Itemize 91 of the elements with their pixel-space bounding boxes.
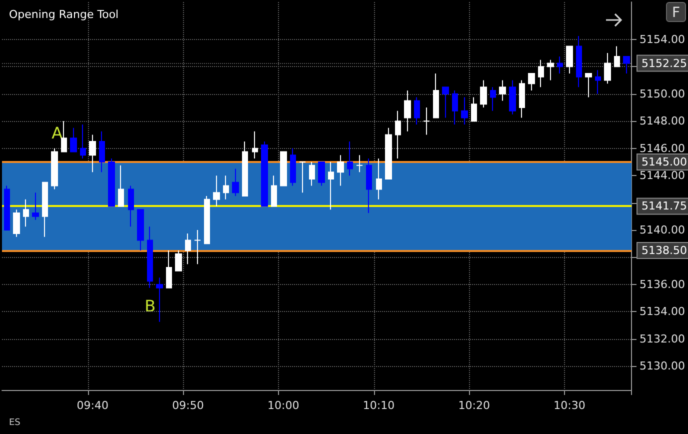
candlestick (604, 52, 611, 84)
candlestick (261, 141, 268, 207)
candlestick (509, 80, 516, 115)
candlestick (70, 127, 77, 152)
candlestick (623, 56, 630, 74)
candlestick (490, 86, 496, 112)
candlestick (280, 151, 287, 186)
candlestick (356, 154, 363, 173)
candlestick (23, 198, 29, 228)
candlestick (614, 46, 620, 68)
candlestick (385, 127, 392, 180)
annotation: B (144, 296, 156, 316)
candlestick (519, 80, 525, 118)
candlestick (242, 141, 248, 196)
candlestick (204, 196, 210, 244)
candlestick (32, 192, 39, 220)
candlestick (347, 141, 353, 176)
candlestick (538, 59, 544, 88)
text: ES (9, 418, 21, 428)
candlestick (128, 185, 134, 228)
candlestick (480, 80, 487, 108)
ref-line-label: 5152.25 (642, 56, 688, 70)
candlestick (414, 96, 420, 126)
y-tick-label: 5136.00 (640, 278, 686, 291)
candlestick (223, 175, 229, 200)
candlestick (309, 161, 315, 186)
candlestick (252, 130, 258, 160)
x-tick-label: 09:50 (172, 399, 204, 412)
candlestick (423, 107, 430, 136)
candlestick (271, 175, 277, 207)
candlestick (318, 161, 325, 186)
candlestick (576, 36, 582, 88)
x-tick-label: 09:40 (76, 399, 108, 412)
y-tick-label: 5146.00 (640, 142, 686, 155)
candlestick (89, 134, 96, 173)
candlestick (61, 120, 67, 152)
candlestick (547, 59, 554, 81)
candlestick (595, 70, 601, 94)
ref-line-label: 5141.75 (642, 200, 688, 213)
candlestick (461, 96, 468, 126)
y-tick-label: 5134.00 (640, 305, 686, 318)
candlestick (108, 158, 115, 207)
candlestick (118, 164, 124, 207)
candlestick (185, 232, 191, 265)
y-tick-label: 5154.00 (640, 32, 686, 46)
candlestick (137, 209, 144, 251)
candlestick (404, 90, 411, 132)
candlestick (232, 168, 239, 196)
y-tick-label: 5132.00 (640, 332, 686, 346)
candlestick (557, 56, 563, 74)
candlestick (452, 90, 458, 126)
y-tick-label: 5150.00 (640, 87, 686, 100)
y-tick-label: 5140.00 (640, 224, 686, 237)
candlestick (290, 148, 296, 186)
candlestick (4, 185, 10, 231)
candlestick (337, 154, 344, 186)
text: Opening Range Tool (9, 8, 119, 21)
candlestick (213, 175, 220, 207)
candlestick (566, 46, 573, 74)
candlestick (442, 86, 449, 118)
candlestick (99, 130, 105, 173)
candlestick (366, 158, 372, 214)
candlestick (42, 182, 48, 238)
candlestick (499, 80, 506, 102)
ref-line-label: 5145.00 (642, 155, 688, 168)
candlestick (13, 209, 20, 238)
candlestick (156, 277, 163, 322)
candlestick (147, 226, 153, 288)
candlestick (51, 148, 58, 190)
candlestick (433, 72, 439, 118)
y-tick-label: 5148.00 (640, 114, 686, 128)
toolbar-button: F (666, 2, 686, 22)
x-tick-label: 10:30 (554, 399, 586, 412)
candlestick (376, 158, 382, 200)
candlestick (328, 161, 334, 210)
y-tick-label: 5144.00 (640, 169, 686, 182)
y-tick-label: 5130.00 (640, 360, 686, 373)
annotation: A (52, 124, 63, 142)
candlestick (528, 72, 535, 91)
candlestick (175, 250, 182, 272)
candlestick (166, 250, 172, 288)
x-tick-label: 10:10 (362, 399, 395, 412)
candlestick (395, 110, 401, 160)
candlestick (80, 124, 86, 160)
x-tick-label: 10:00 (268, 399, 300, 412)
candlestick (299, 161, 306, 194)
candlestick (585, 72, 592, 98)
x-tick-label: 10:20 (458, 399, 490, 412)
ref-line-label: 5138.50 (642, 244, 688, 257)
candlestick (194, 230, 201, 265)
candlestick (471, 96, 477, 122)
